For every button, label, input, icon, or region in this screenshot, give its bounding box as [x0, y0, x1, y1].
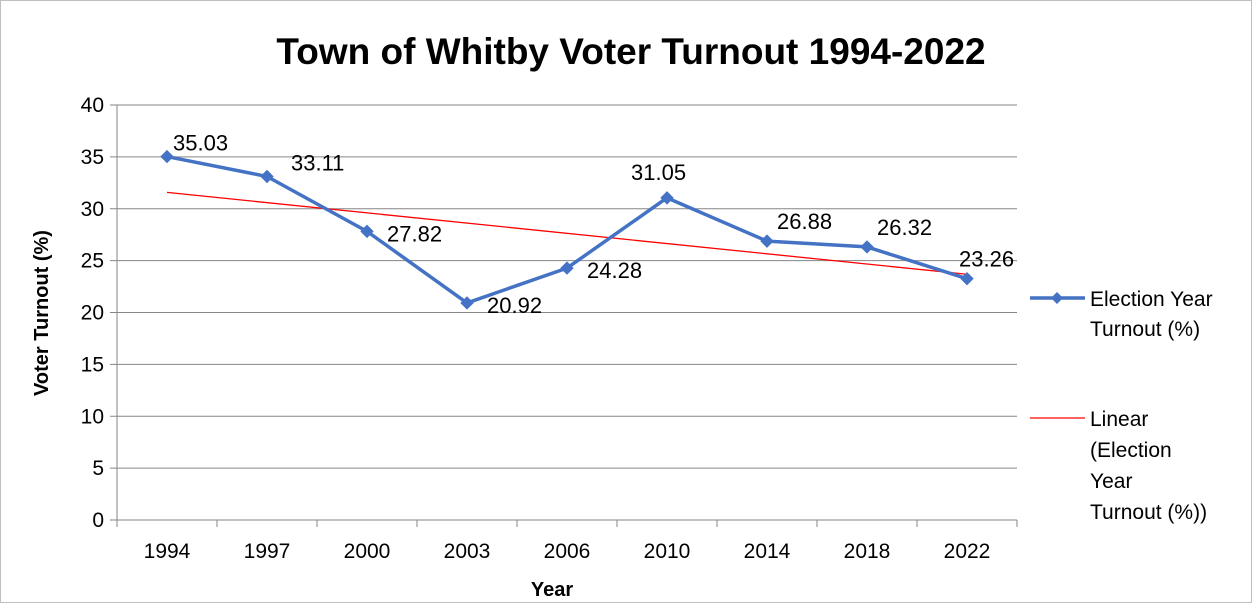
y-tick-labels: 0 5 10 15 20 25 30 35 40 — [81, 94, 104, 532]
data-label: 31.05 — [631, 160, 686, 185]
data-point-marker — [660, 191, 674, 205]
data-point-marker — [160, 149, 174, 164]
x-tick-label: 2018 — [844, 540, 891, 563]
x-tick-label: 2000 — [344, 540, 391, 563]
y-tick-label: 30 — [81, 198, 104, 221]
x-tick-label: 2022 — [944, 540, 991, 563]
axes — [110, 104, 1018, 527]
data-labels: 35.03 33.11 27.82 20.92 24.28 31.05 26.88 26.32… — [173, 131, 1014, 318]
chart-title: Town of Whitby Voter Turnout 1994-2022 — [276, 31, 985, 72]
y-tick-label: 15 — [81, 353, 104, 376]
legend-trendline-label: Year — [1090, 470, 1132, 493]
x-tick-labels: 1994 1997 2000 2003 2006 2010 2014 2018 2022 — [144, 540, 991, 563]
data-point-marker — [960, 271, 974, 286]
data-point-marker — [360, 224, 374, 239]
data-point-marker — [860, 240, 874, 254]
y-tick-label: 10 — [81, 405, 104, 428]
data-label: 20.92 — [487, 293, 542, 318]
data-point-marker — [560, 261, 574, 275]
y-tick-label: 20 — [81, 302, 104, 325]
legend-series-swatch-marker — [1051, 292, 1063, 304]
gridlines — [117, 104, 1017, 469]
trendline-group — [166, 191, 968, 275]
data-label: 26.32 — [877, 215, 932, 240]
x-axis-title: Year — [531, 579, 573, 601]
legend-series-label: Election Year — [1090, 288, 1213, 311]
x-tick-label: 2014 — [744, 540, 791, 563]
data-point-marker — [260, 169, 274, 184]
y-axis-title: Voter Turnout (%) — [31, 230, 53, 396]
data-label: 26.88 — [777, 209, 832, 234]
y-tick-label: 5 — [92, 457, 104, 480]
x-tick-label: 2003 — [444, 540, 491, 563]
x-tick-label: 2010 — [644, 540, 691, 563]
legend-trendline-label: Linear — [1090, 408, 1148, 431]
x-tick-label: 1997 — [244, 540, 291, 563]
data-label: 24.28 — [587, 258, 642, 283]
x-tick-label: 2006 — [544, 540, 591, 563]
trendline — [166, 191, 968, 275]
legend: Election Year Turnout (%) Linear (Election Y… — [1030, 288, 1213, 524]
data-point-marker — [460, 296, 474, 310]
y-tick-label: 35 — [81, 146, 104, 169]
data-label: 23.26 — [959, 247, 1014, 272]
data-label: 27.82 — [387, 221, 442, 246]
data-point-marker — [760, 234, 774, 248]
x-tick-label: 1994 — [144, 540, 191, 563]
legend-trendline-label: Turnout (%)) — [1090, 501, 1207, 524]
data-label: 33.11 — [291, 150, 344, 175]
legend-series-label: Turnout (%) — [1090, 318, 1200, 341]
y-tick-label: 40 — [81, 94, 104, 117]
y-tick-label: 25 — [81, 250, 104, 273]
series-group — [160, 149, 974, 310]
data-label: 35.03 — [173, 131, 228, 156]
y-tick-label: 0 — [92, 509, 104, 532]
legend-trendline-label: (Election — [1090, 439, 1172, 462]
